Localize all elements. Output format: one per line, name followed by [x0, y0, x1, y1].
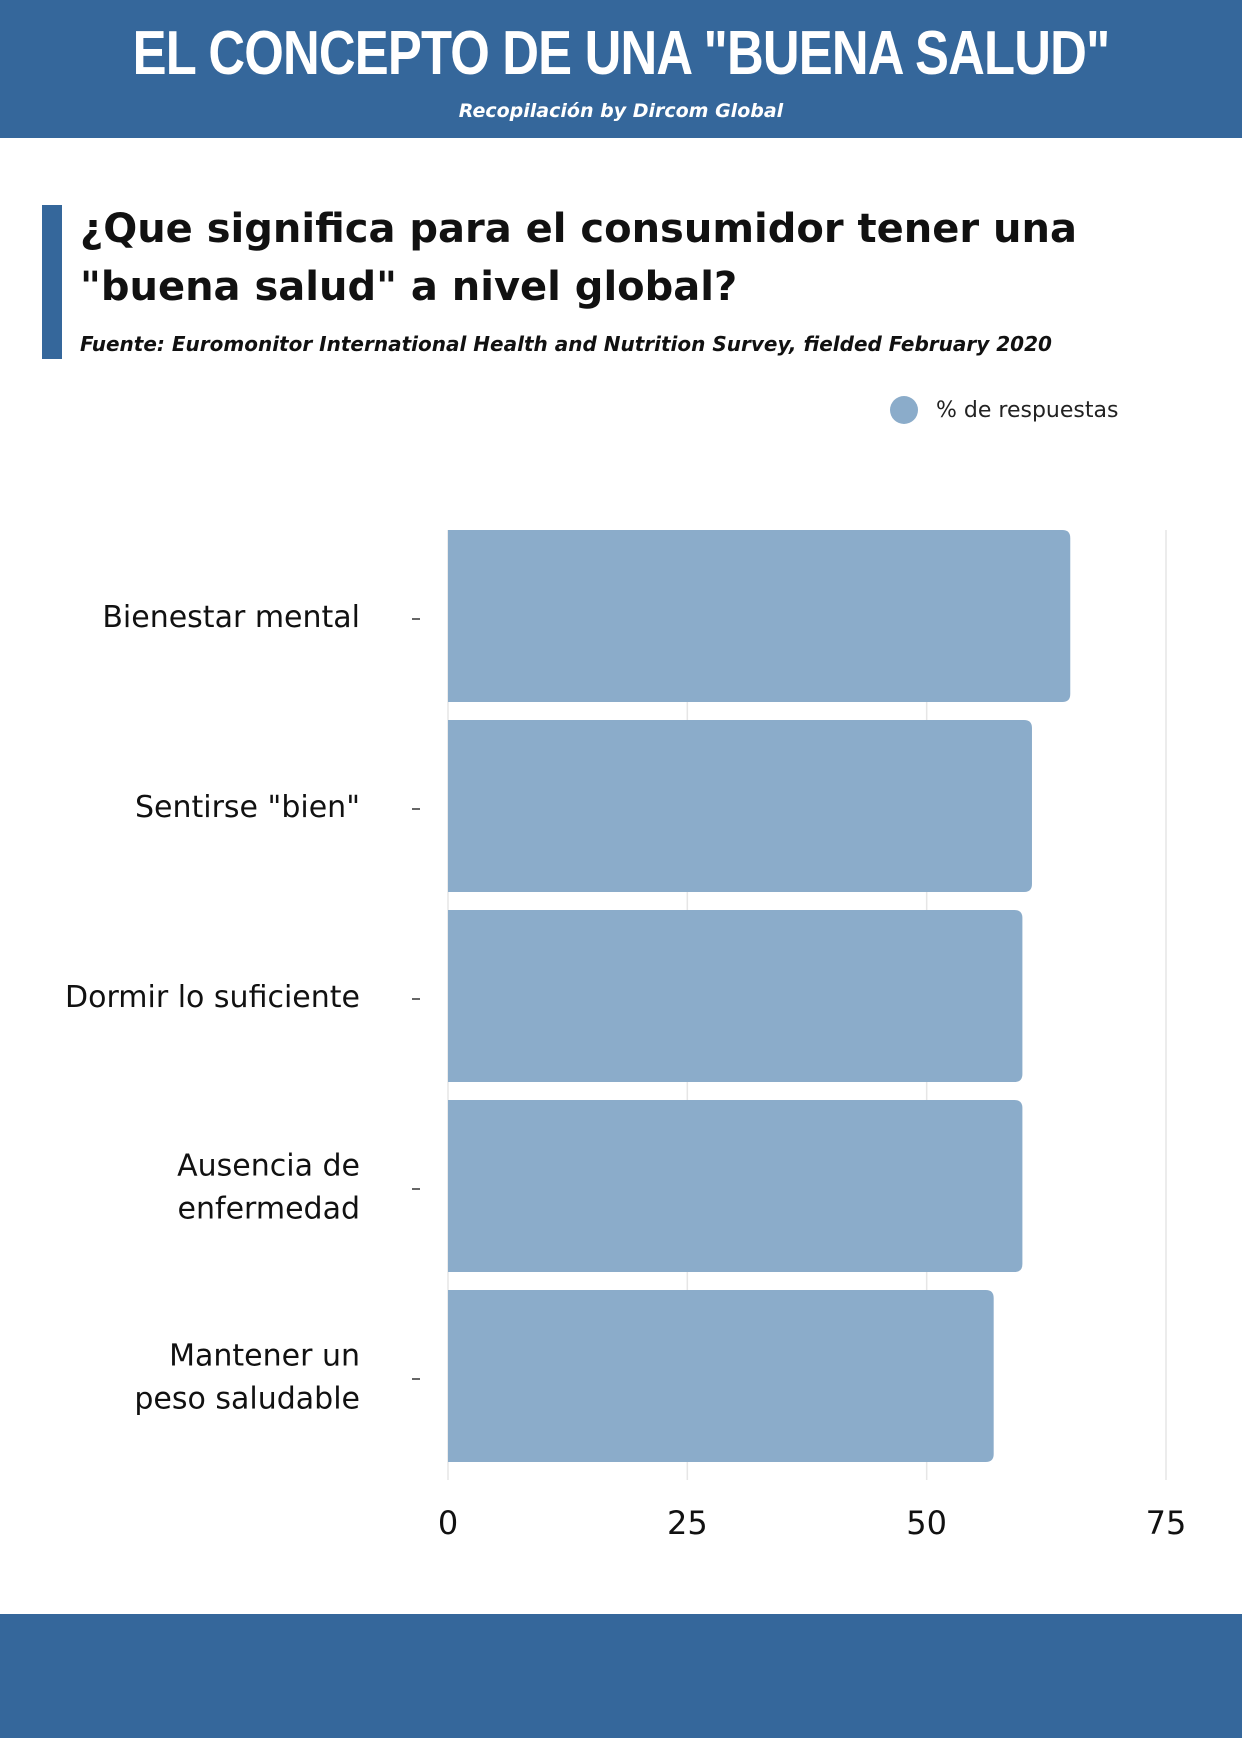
bar: [448, 1290, 994, 1462]
page-subtitle: Recopilación by Dircom Global: [458, 100, 784, 122]
bar: [448, 530, 1071, 702]
chart-legend: % de respuestas: [890, 396, 1118, 424]
x-tick-label: 25: [667, 1504, 708, 1542]
accent-bar: [42, 205, 62, 359]
legend-marker: [890, 396, 918, 424]
x-tick-label: 50: [906, 1504, 947, 1542]
category-label: Ausencia de: [177, 1149, 360, 1184]
category-label: Mantener un: [169, 1339, 360, 1374]
category-label: Dormir lo suficiente: [65, 980, 360, 1015]
x-tick-label: 75: [1146, 1504, 1187, 1542]
chart-source: Fuente: Euromonitor International Health…: [80, 332, 1052, 356]
category-label: peso saludable: [134, 1382, 360, 1417]
category-label: enfermedad: [178, 1192, 360, 1227]
legend-label: % de respuestas: [936, 397, 1119, 423]
category-label: Sentirse "bien": [135, 790, 360, 825]
footer-band: [0, 1614, 1242, 1738]
header-banner: EL CONCEPTO DE UNA "BUENA SALUD" Recopil…: [0, 0, 1242, 138]
bar-chart: Bienestar mental Sentirse "bien" Dormir lo…: [65, 530, 1187, 1542]
chart-question: ¿Que significa para el consumidor tener …: [80, 206, 1077, 310]
bar: [448, 1100, 1023, 1272]
x-tick-label: 0: [438, 1504, 458, 1542]
page-title: EL CONCEPTO DE UNA "BUENA SALUD": [132, 19, 1111, 88]
bar: [448, 910, 1023, 1082]
bar: [448, 720, 1032, 892]
category-label: Bienestar mental: [102, 600, 360, 635]
